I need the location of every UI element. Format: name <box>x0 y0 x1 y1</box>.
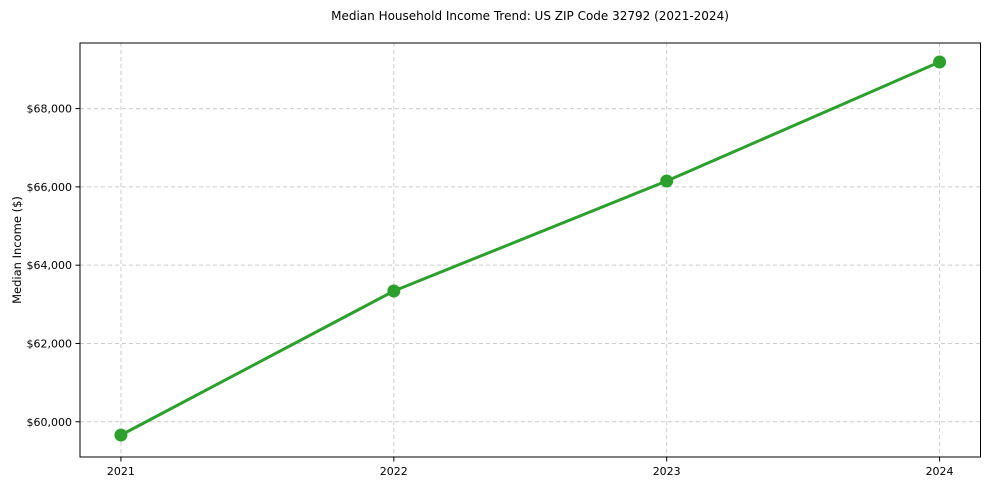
y-tick-label: $62,000 <box>27 337 73 350</box>
axis-ticks <box>75 108 941 462</box>
data-point-marker <box>114 428 128 442</box>
data-point-marker <box>933 55 947 69</box>
axis-frame <box>79 42 981 458</box>
x-tick-label: 2023 <box>653 465 681 478</box>
y-tick-label: $60,000 <box>27 416 73 429</box>
axis-tick-labels: $60,000 $62,000 $64,000 $66,000 $68,000 2021 2… <box>27 103 954 478</box>
data-line <box>119 60 942 437</box>
chart-title: Median Household Income Trend: US ZIP Co… <box>331 9 729 23</box>
gridlines <box>80 43 981 457</box>
x-tick-label: 2024 <box>926 465 954 478</box>
y-tick-label: $68,000 <box>27 103 73 116</box>
data-point-marker <box>387 284 401 298</box>
data-point-marker <box>660 174 674 188</box>
x-tick-label: 2021 <box>107 465 135 478</box>
x-tick-label: 2022 <box>380 465 408 478</box>
y-tick-label: $66,000 <box>27 181 73 194</box>
y-tick-label: $64,000 <box>27 259 73 272</box>
y-axis-label: Median Income ($) <box>10 196 24 304</box>
